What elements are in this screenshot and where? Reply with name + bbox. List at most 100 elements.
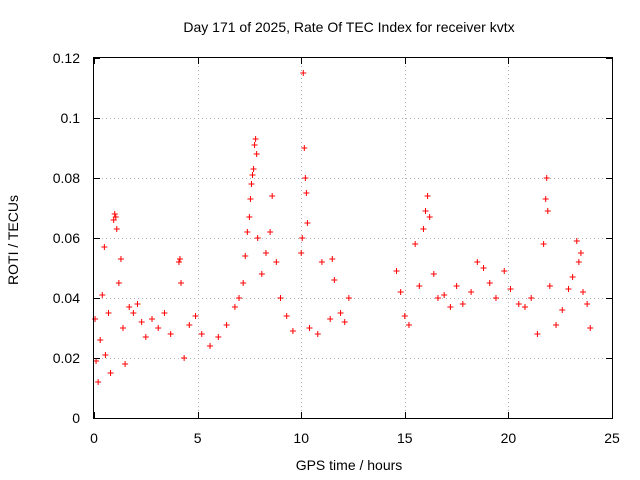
- data-point: [303, 190, 310, 196]
- data-point: [540, 241, 547, 247]
- data-point: [149, 316, 156, 322]
- x-tick-label: 0: [90, 430, 98, 446]
- data-point: [126, 304, 133, 310]
- data-point: [341, 319, 348, 325]
- data-point: [252, 136, 259, 142]
- data-point: [253, 151, 260, 157]
- data-point: [501, 268, 508, 274]
- x-tick-label: 25: [604, 430, 620, 446]
- data-point: [314, 331, 321, 337]
- data-point: [167, 331, 174, 337]
- data-point: [155, 325, 162, 331]
- data-point: [277, 295, 284, 301]
- data-point: [507, 286, 514, 292]
- data-point: [544, 208, 551, 214]
- data-point: [528, 295, 535, 301]
- data-point: [134, 301, 141, 307]
- data-point: [329, 256, 336, 262]
- data-point: [273, 259, 280, 265]
- data-point: [250, 166, 257, 172]
- data-point: [247, 196, 254, 202]
- data-point: [244, 229, 251, 235]
- data-point: [434, 295, 441, 301]
- data-point: [331, 277, 338, 283]
- y-axis-ticks: 0 0.02 0.04 0.06 0.08 0.1 0.12: [53, 50, 612, 426]
- data-point: [300, 70, 307, 76]
- y-tick-label: 0.1: [61, 110, 81, 126]
- data-point: [577, 250, 584, 256]
- data-point: [246, 214, 253, 220]
- data-point: [345, 295, 352, 301]
- data-point: [453, 283, 460, 289]
- data-point: [105, 310, 112, 316]
- data-point: [115, 280, 122, 286]
- data-point: [412, 241, 419, 247]
- data-point: [486, 280, 493, 286]
- data-point: [236, 295, 243, 301]
- data-point: [298, 250, 305, 256]
- y-tick-label: 0.12: [53, 50, 80, 66]
- data-point: [269, 193, 276, 199]
- data-point: [198, 331, 205, 337]
- data-point: [248, 181, 255, 187]
- data-point: [559, 307, 566, 313]
- data-point: [251, 142, 258, 148]
- data-point: [416, 283, 423, 289]
- chart-title: Day 171 of 2025, Rate Of TEC Index for r…: [183, 19, 514, 35]
- data-point: [99, 292, 106, 298]
- x-tick-label: 20: [501, 430, 517, 446]
- data-point: [468, 289, 475, 295]
- data-point: [405, 322, 412, 328]
- data-point: [223, 322, 230, 328]
- data-point: [92, 316, 99, 322]
- data-point: [304, 220, 311, 226]
- data-point: [207, 343, 214, 349]
- data-point: [424, 193, 431, 199]
- data-point: [306, 325, 313, 331]
- data-point: [521, 304, 528, 310]
- data-point: [240, 280, 247, 286]
- data-point: [542, 196, 549, 202]
- data-point: [178, 280, 185, 286]
- x-tick-label: 15: [397, 430, 413, 446]
- y-tick-label: 0.02: [53, 350, 80, 366]
- data-point: [575, 259, 582, 265]
- y-tick-label: 0.08: [53, 170, 80, 186]
- x-tick-label: 5: [194, 430, 202, 446]
- data-point: [534, 331, 541, 337]
- data-point: [337, 310, 344, 316]
- data-point: [587, 325, 594, 331]
- data-point: [515, 301, 522, 307]
- data-point: [422, 208, 429, 214]
- data-point: [254, 235, 261, 241]
- data-point: [579, 289, 586, 295]
- y-tick-label: 0: [72, 410, 80, 426]
- data-point: [112, 214, 119, 220]
- data-point: [122, 361, 129, 367]
- data-point: [111, 211, 118, 217]
- data-point: [318, 259, 325, 265]
- data-point: [393, 268, 400, 274]
- data-point: [459, 301, 466, 307]
- data-point: [480, 265, 487, 271]
- data-point: [231, 304, 238, 310]
- data-point: [192, 313, 199, 319]
- data-point: [130, 310, 137, 316]
- data-point: [401, 313, 408, 319]
- data-point: [242, 253, 249, 259]
- x-axis-title: GPS time / hours: [296, 457, 403, 473]
- data-point: [420, 226, 427, 232]
- data-points: [92, 70, 594, 385]
- data-point: [430, 271, 437, 277]
- data-point: [249, 172, 256, 178]
- data-point: [546, 283, 553, 289]
- data-point: [289, 328, 296, 334]
- data-point: [95, 379, 102, 385]
- data-point: [441, 292, 448, 298]
- data-point: [492, 295, 499, 301]
- data-point: [107, 370, 114, 376]
- data-point: [117, 256, 124, 262]
- data-point: [113, 226, 120, 232]
- data-point: [101, 244, 108, 250]
